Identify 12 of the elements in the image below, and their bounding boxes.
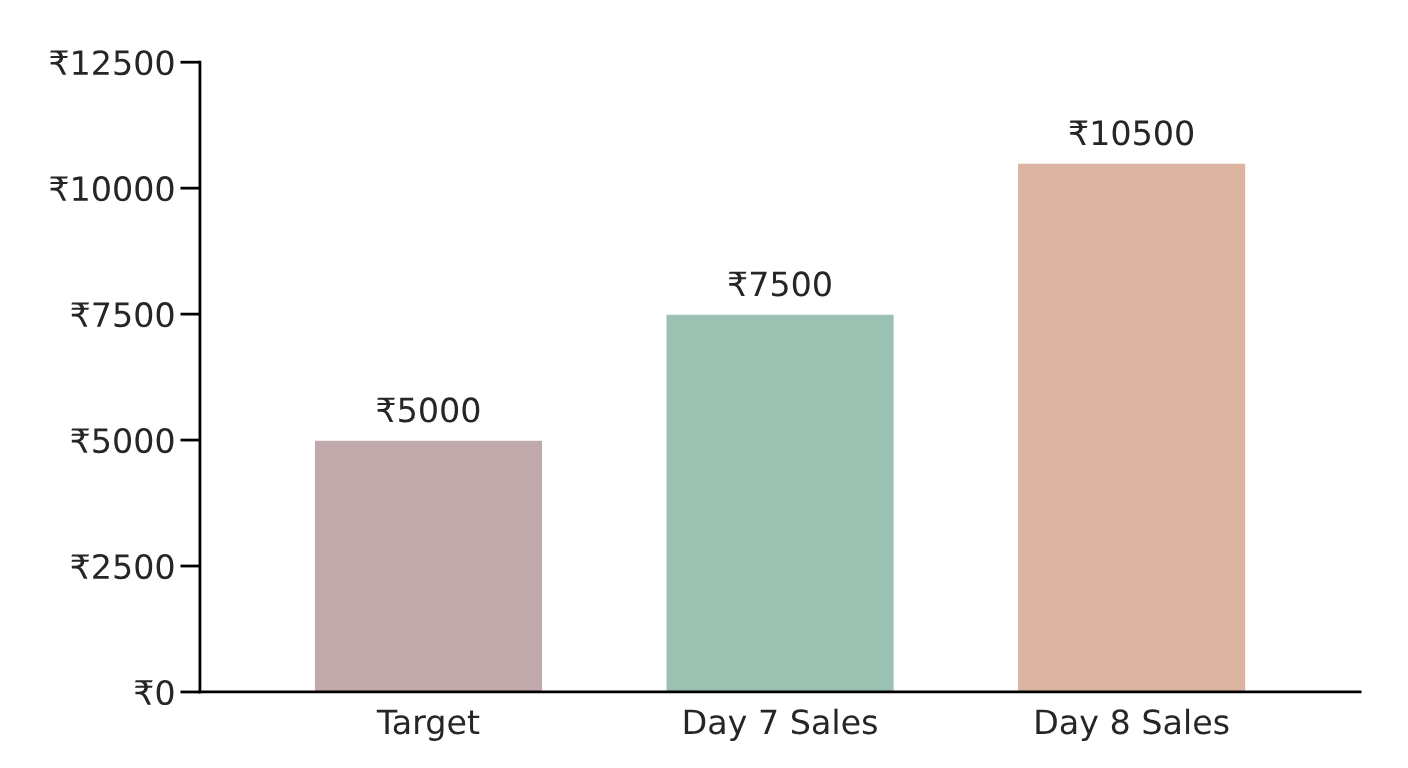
x-tick-label: Target [376,709,480,741]
data-label: ₹10500 [1069,120,1194,146]
y-tick-label: ₹12500 [50,50,174,76]
y-tick-label: ₹0 [134,679,174,706]
data-label: ₹5000 [377,397,480,423]
x-tick-label: Day 8 Sales [1036,708,1229,741]
x-tick-label: Day 7 Sales [684,708,877,741]
data-label: ₹7500 [728,271,831,297]
y-tick-label: ₹10000 [50,176,174,202]
y-tick-label: ₹7500 [71,302,174,328]
y-tick-label: ₹2500 [71,553,174,580]
y-tick-label: ₹5000 [71,427,174,454]
